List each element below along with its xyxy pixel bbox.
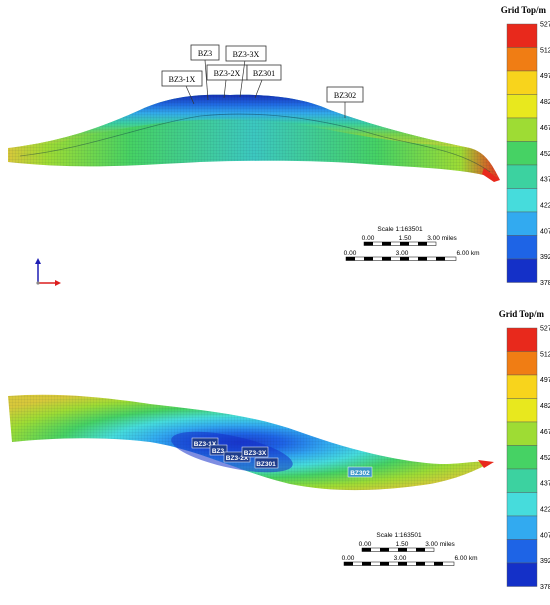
- scale-bar-bottom: Scale 1:163501 0.00 1.50 3.00 miles 0.00…: [342, 532, 478, 566]
- legend-swatch: [506, 562, 538, 587]
- svg-text:6.00 km: 6.00 km: [456, 250, 479, 257]
- legend-swatch: [506, 94, 538, 119]
- legend-swatch: [506, 374, 538, 399]
- svg-text:BZ3-3X: BZ3-3X: [244, 450, 267, 457]
- svg-text:BZ302: BZ302: [334, 91, 356, 100]
- legend-tick-label: 4976: [540, 377, 550, 384]
- svg-text:BZ3-1X: BZ3-1X: [194, 441, 217, 448]
- legend-tick-label: 4378: [540, 481, 550, 488]
- legend-swatch: [506, 539, 538, 564]
- legend-tick-label: 5125: [540, 351, 550, 358]
- map-well-bz3-3x: BZ3-3X: [241, 446, 269, 458]
- ridge-grid-overlay: [8, 94, 500, 180]
- svg-text:Grid Top/m: Grid Top/m: [499, 309, 545, 319]
- svg-text:1.50: 1.50: [399, 235, 412, 242]
- legend-tick-label: 4677: [540, 429, 550, 436]
- svg-text:3.00 miles: 3.00 miles: [427, 235, 457, 242]
- legend-tick-label: 3929: [540, 254, 550, 261]
- svg-text:0.00: 0.00: [344, 250, 357, 257]
- legend-swatch: [506, 188, 538, 213]
- scale-bar-top: Scale 1:163501 0.00 1.50 3.00 miles 0.00…: [344, 226, 480, 261]
- well-label-bz3-2x: BZ3-2X: [206, 64, 248, 99]
- well-label-bz302: BZ302: [326, 86, 364, 118]
- legend-tick-label: 4826: [540, 99, 550, 106]
- svg-text:BZ302: BZ302: [350, 470, 370, 477]
- svg-text:BZ3-3X: BZ3-3X: [233, 50, 260, 59]
- legend-swatch: [506, 492, 538, 517]
- legend-tick-label: 4079: [540, 532, 550, 539]
- legend-swatch: [506, 117, 538, 142]
- ridge-contour-line: [19, 113, 491, 173]
- legend-swatch: [506, 235, 538, 260]
- legend-swatch: [506, 164, 538, 189]
- legend-tick-label: 5125: [540, 47, 550, 54]
- legend-swatch: [506, 327, 538, 352]
- legend-tick-label: 4826: [540, 403, 550, 410]
- svg-text:BZ301: BZ301: [253, 69, 275, 78]
- legend-swatch: [506, 515, 538, 540]
- svg-text:BZ3-2X: BZ3-2X: [214, 69, 241, 78]
- map-red-tip: [478, 460, 494, 468]
- legend-swatch: [506, 70, 538, 95]
- ridge-red-tip: [482, 168, 500, 182]
- svg-text:0.00: 0.00: [342, 555, 355, 562]
- legend-swatch: [506, 445, 538, 470]
- well-label-bz3-1x: BZ3-1X: [161, 70, 203, 105]
- legend-tick-label: 4378: [540, 177, 550, 184]
- well-label-bz301: BZ301: [246, 64, 282, 99]
- svg-text:3.00: 3.00: [394, 555, 407, 562]
- legend-tick-label: 4079: [540, 228, 550, 235]
- svg-text:0.00: 0.00: [359, 541, 372, 548]
- axis-orientation-icon: [35, 258, 61, 286]
- oblique-3d-view-panel: BZ3-1X BZ3 BZ3-2X BZ3-3X BZ301 BZ302: [0, 0, 550, 300]
- map-well-bz301: BZ301: [254, 457, 279, 469]
- svg-text:3.00 miles: 3.00 miles: [425, 541, 455, 548]
- legend-tick-label: 4976: [540, 73, 550, 80]
- svg-text:Grid Top/m: Grid Top/m: [501, 5, 547, 15]
- svg-text:BZ3-1X: BZ3-1X: [169, 75, 196, 84]
- svg-text:Scale 1:163501: Scale 1:163501: [377, 226, 423, 233]
- legend-tick-label: 3780: [540, 280, 550, 287]
- svg-text:0.00: 0.00: [362, 235, 375, 242]
- svg-text:BZ3: BZ3: [212, 448, 225, 455]
- legend-tick-label: 3929: [540, 558, 550, 565]
- svg-text:3.00: 3.00: [396, 250, 409, 257]
- legend-swatch: [506, 421, 538, 446]
- svg-text:6.00 km: 6.00 km: [454, 555, 477, 562]
- map-view-canvas: BZ3-1X BZ3 BZ3-2X BZ3-3X BZ301 BZ302 Sca…: [8, 309, 550, 591]
- legend-tick-label: 4527: [540, 151, 550, 158]
- oblique-view-canvas: BZ3-1X BZ3 BZ3-2X BZ3-3X BZ301 BZ302: [8, 5, 550, 287]
- map-well-bz3: BZ3: [209, 444, 228, 456]
- svg-text:1.50: 1.50: [396, 541, 409, 548]
- legend-tick-label: 4677: [540, 125, 550, 132]
- svg-text:BZ3: BZ3: [198, 49, 212, 58]
- legend-swatch: [506, 398, 538, 423]
- well-label-bz3-3x: BZ3-3X: [225, 45, 267, 98]
- legend-swatch: [506, 23, 538, 48]
- legend-tick-label: 4228: [540, 202, 550, 209]
- svg-text:BZ301: BZ301: [256, 461, 276, 468]
- legend-swatch: [506, 351, 538, 376]
- legend-swatch: [506, 258, 538, 283]
- legend-swatch: [506, 47, 538, 72]
- map-view-panel: BZ3-1X BZ3 BZ3-2X BZ3-3X BZ301 BZ302 Sca…: [0, 300, 550, 605]
- legend-swatch: [506, 468, 538, 493]
- legend-swatch: [506, 141, 538, 166]
- map-well-bz302: BZ302: [347, 466, 373, 478]
- legend-tick-label: 4527: [540, 455, 550, 462]
- svg-text:BZ3-2X: BZ3-2X: [226, 455, 249, 462]
- svg-text:Scale 1:163501: Scale 1:163501: [376, 532, 422, 539]
- legend-swatch: [506, 211, 538, 236]
- legend-tick-label: 4228: [540, 506, 550, 513]
- map-well-bz3-1x: BZ3-1X: [191, 437, 219, 449]
- well-label-bz3: BZ3: [190, 44, 220, 101]
- legend-tick-label: 3780: [540, 584, 550, 591]
